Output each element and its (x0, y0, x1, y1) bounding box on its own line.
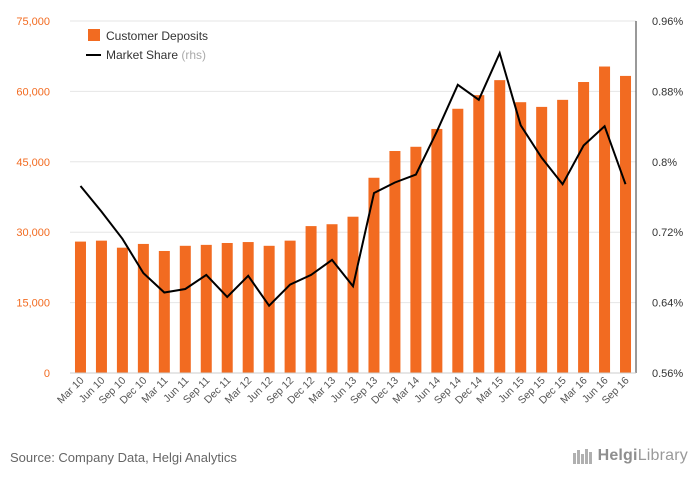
y-left-tick-label: 75,000 (16, 16, 50, 28)
bar-customer-deposits (620, 75, 632, 374)
y-axis-left: 0 15,000 30,000 45,000 60,000 75,000 (16, 16, 50, 380)
helgi-library-logo[interactable]: HelgiLibrary (572, 447, 688, 465)
bar-customer-deposits (389, 151, 401, 373)
bar-customer-deposits (347, 216, 359, 373)
y-left-tick-label: 60,000 (16, 86, 50, 98)
combo-chart: 0 15,000 30,000 45,000 60,000 75,000 0.56% 0.6… (16, 16, 683, 407)
legend-rhs-note: (rhs) (181, 48, 206, 62)
y-left-tick-label: 45,000 (16, 157, 50, 169)
bar-customer-deposits (200, 244, 212, 373)
y-axis-right: 0.56% 0.64% 0.72% 0.8% 0.88% 0.96% (635, 16, 683, 380)
bar-customer-deposits (494, 80, 506, 374)
library-books-icon (572, 449, 592, 464)
deposit-bars (74, 66, 632, 374)
bar-customer-deposits (137, 243, 149, 373)
bar-customer-deposits (452, 108, 464, 374)
y-right-tick-label: 0.96% (652, 16, 683, 28)
y-right-tick-label: 0.72% (652, 227, 683, 239)
bar-customer-deposits (74, 241, 86, 373)
logo-text: HelgiLibrary (597, 447, 688, 464)
bar-customer-deposits (536, 106, 548, 373)
bar-customer-deposits (116, 247, 128, 373)
bar-customer-deposits (578, 82, 590, 373)
bar-customer-deposits (242, 242, 254, 373)
bar-customer-deposits (95, 240, 107, 373)
bar-customer-deposits (326, 224, 338, 373)
bar-customer-deposits (221, 242, 233, 373)
bar-customer-deposits (179, 245, 191, 373)
legend-label-deposits: Customer Deposits (106, 29, 208, 43)
y-left-tick-label: 0 (44, 368, 50, 380)
bar-customer-deposits (599, 66, 611, 373)
legend-swatch-deposits (88, 29, 100, 41)
y-left-tick-label: 30,000 (16, 227, 50, 239)
legend-label-market-share: Market Share (rhs) (106, 48, 206, 62)
y-right-tick-label: 0.64% (652, 298, 683, 310)
market-share-line (79, 50, 627, 308)
y-right-tick-label: 0.88% (652, 86, 683, 98)
bar-customer-deposits (431, 128, 443, 373)
y-right-tick-label: 0.8% (652, 157, 677, 169)
bar-customer-deposits (284, 240, 296, 373)
bar-customer-deposits (263, 245, 275, 373)
bar-customer-deposits (305, 226, 317, 373)
legend: Customer Deposits Market Share (rhs) (86, 29, 208, 62)
bar-customer-deposits (473, 95, 485, 373)
bar-customer-deposits (368, 177, 380, 373)
bar-customer-deposits (158, 250, 170, 373)
market-share-line-group (79, 50, 627, 308)
bar-customer-deposits (410, 146, 422, 373)
y-right-tick-label: 0.56% (652, 368, 683, 380)
source-text: Source: Company Data, Helgi Analytics (10, 450, 237, 465)
y-left-tick-label: 15,000 (16, 298, 50, 310)
bar-customer-deposits (515, 102, 527, 373)
bar-customer-deposits (557, 99, 569, 374)
